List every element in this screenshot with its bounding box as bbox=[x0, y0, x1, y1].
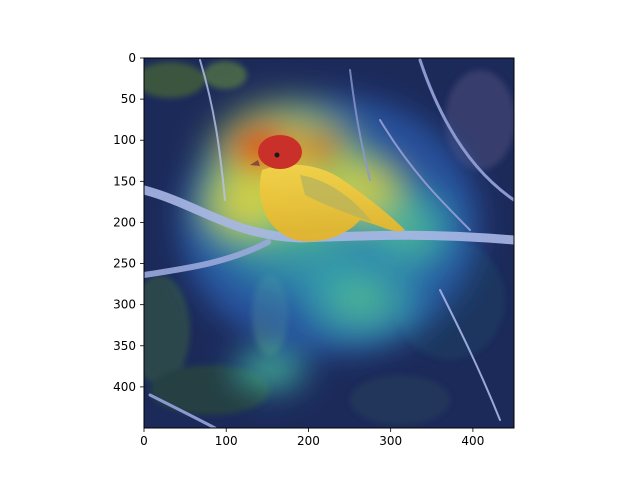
x-tick-label: 100 bbox=[215, 434, 238, 448]
plot-area bbox=[144, 58, 514, 428]
x-tick-label: 300 bbox=[379, 434, 402, 448]
x-tick-label: 200 bbox=[297, 434, 320, 448]
y-tick-label: 0 bbox=[128, 51, 136, 65]
y-tick-label: 200 bbox=[113, 215, 136, 229]
y-tick-label: 350 bbox=[113, 339, 136, 353]
y-tick-label: 100 bbox=[113, 133, 136, 147]
y-tick-label: 400 bbox=[113, 380, 136, 394]
y-tick-label: 150 bbox=[113, 174, 136, 188]
y-tick-label: 250 bbox=[113, 257, 136, 271]
x-tick-label: 400 bbox=[461, 434, 484, 448]
y-tick-label: 50 bbox=[121, 92, 136, 106]
y-tick-label: 300 bbox=[113, 298, 136, 312]
axes-frame bbox=[143, 57, 515, 429]
y-axis: 0 50 100 150 200 250 300 350 400 bbox=[113, 51, 144, 394]
x-axis: 0 100 200 300 400 bbox=[140, 428, 484, 448]
x-tick-label: 0 bbox=[140, 434, 148, 448]
bird bbox=[250, 135, 405, 242]
